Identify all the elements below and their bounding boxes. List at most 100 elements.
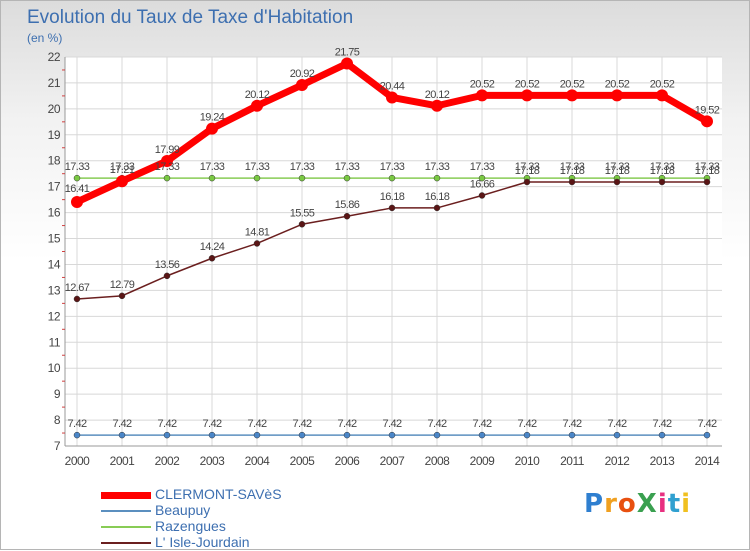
data-label: 17.18 (560, 165, 585, 177)
data-point (388, 431, 396, 439)
plot-area (65, 57, 722, 446)
data-point (566, 89, 578, 102)
legend-swatch (101, 510, 151, 512)
data-point (433, 174, 441, 182)
data-point (433, 204, 441, 212)
data-point (253, 431, 261, 439)
data-label: 20.52 (470, 78, 495, 90)
data-label: 21.75 (335, 46, 360, 58)
data-label: 17.33 (335, 161, 360, 173)
data-label: 16.18 (380, 191, 405, 203)
x-tick-label: 2005 (290, 454, 316, 468)
data-point (611, 89, 623, 102)
y-tick-label: 12 (48, 309, 61, 323)
data-point (476, 89, 488, 102)
y-tick-label: 15 (48, 232, 61, 246)
data-point (568, 178, 576, 186)
y-tick-label: 10 (48, 361, 61, 375)
data-point (568, 431, 576, 439)
data-label: 17.33 (425, 161, 450, 173)
x-tick-label: 2006 (335, 454, 361, 468)
data-point (298, 174, 306, 182)
data-label: 17.33 (200, 161, 225, 173)
x-tick-label: 2014 (695, 454, 721, 468)
data-point (433, 431, 441, 439)
data-label: 12.79 (110, 279, 135, 291)
data-label: 16.66 (470, 178, 495, 190)
x-tick-label: 2000 (65, 454, 91, 468)
logo-letter: t (667, 489, 682, 519)
legend-label: Beaupuy (155, 502, 211, 518)
data-point (343, 174, 351, 182)
data-point (341, 57, 353, 70)
data-point (388, 204, 396, 212)
data-label: 17.33 (245, 161, 270, 173)
data-label: 13.56 (155, 259, 180, 271)
data-point (521, 89, 533, 102)
data-label: 7.42 (472, 418, 491, 430)
x-tick-label: 2013 (650, 454, 676, 468)
data-label: 14.24 (200, 241, 225, 253)
y-tick-label: 9 (54, 387, 61, 401)
data-point (613, 431, 621, 439)
data-label: 16.41 (65, 183, 90, 195)
data-label: 7.42 (112, 418, 131, 430)
data-label: 20.12 (425, 89, 450, 101)
data-label: 20.12 (245, 89, 270, 101)
data-label: 17.99 (155, 144, 180, 156)
data-label: 15.55 (290, 207, 315, 219)
data-point (163, 431, 171, 439)
data-label: 20.92 (290, 68, 315, 80)
data-label: 17.33 (695, 161, 720, 173)
grid (65, 56, 722, 447)
data-point (658, 431, 666, 439)
data-point (388, 174, 396, 182)
data-label: 17.18 (605, 165, 630, 177)
data-label: 16.18 (425, 191, 450, 203)
y-tick-label: 21 (48, 76, 61, 90)
chart-title: Evolution du Taux de Taxe d'Habitation (27, 7, 354, 28)
x-tick-label: 2002 (155, 454, 181, 468)
data-point (73, 431, 81, 439)
data-label: 7.42 (157, 418, 176, 430)
data-label: 17.33 (470, 161, 495, 173)
data-point (656, 89, 668, 102)
data-label: 7.42 (337, 418, 356, 430)
data-point (251, 99, 263, 112)
data-label: 17.33 (560, 161, 585, 173)
x-tick-label: 2001 (110, 454, 136, 468)
data-label: 19.24 (200, 112, 225, 124)
data-point (296, 79, 308, 92)
x-tick-label: 2009 (470, 454, 496, 468)
data-label: 17.33 (65, 161, 90, 173)
data-point (253, 174, 261, 182)
data-point (478, 431, 486, 439)
data-label: 20.52 (560, 78, 585, 90)
data-label: 7.42 (652, 418, 671, 430)
x-tick-label: 2008 (425, 454, 451, 468)
data-point (208, 174, 216, 182)
data-label: 7.42 (202, 418, 221, 430)
data-point (343, 212, 351, 220)
y-tick-label: 17 (48, 180, 61, 194)
data-label: 17.33 (155, 161, 180, 173)
legend-label: Razengues (155, 518, 226, 534)
data-label: 12.67 (65, 282, 90, 294)
data-label: 7.42 (697, 418, 716, 430)
y-tick-label: 8 (54, 413, 61, 427)
data-point (386, 91, 398, 104)
data-label: 15.86 (335, 199, 360, 211)
y-tick-label: 16 (48, 206, 61, 220)
data-label: 20.52 (605, 78, 630, 90)
chart-subtitle: (en %) (27, 31, 63, 45)
data-point (478, 192, 486, 199)
data-point (161, 154, 173, 167)
x-tick-label: 2010 (515, 454, 541, 468)
legend-label: CLERMONT-SAVèS (155, 486, 282, 502)
data-point (298, 431, 306, 439)
data-point (73, 174, 81, 182)
y-tick-label: 11 (49, 335, 61, 349)
x-tick-label: 2004 (245, 454, 271, 468)
proxiti-logo: ProXiti (584, 489, 691, 519)
